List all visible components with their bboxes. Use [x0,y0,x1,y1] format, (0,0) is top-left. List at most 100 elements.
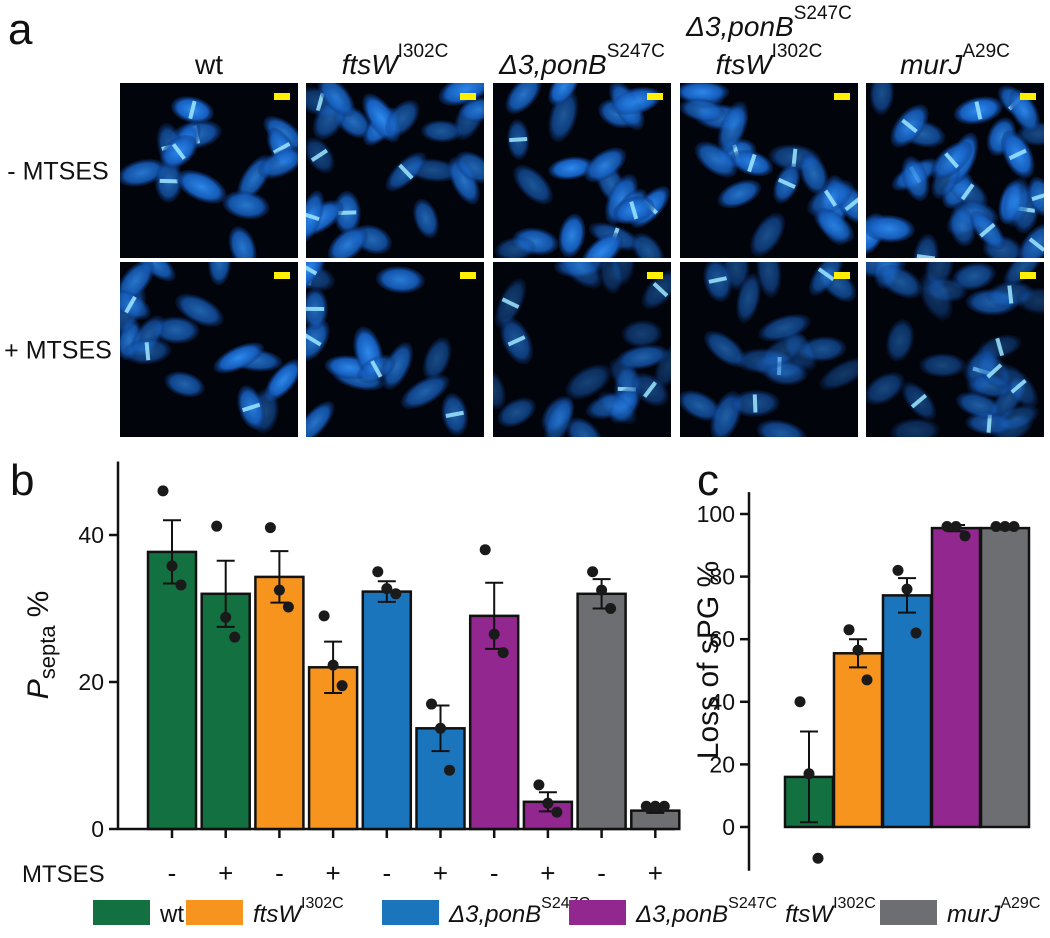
data-point [596,584,608,596]
data-point [497,647,509,659]
column-header: Δ3,ponBS247C [498,41,665,80]
y-tick-label: 60 [709,626,735,652]
cell [694,141,738,178]
label-subscript: septa [35,625,60,680]
septum [974,101,983,120]
cell [176,169,227,204]
bar [979,526,1031,829]
septum [817,267,835,282]
cell [680,83,730,104]
column-header: Δ3,ponBS247C [685,3,852,42]
cell [400,374,450,410]
cell [306,401,335,437]
bar [254,575,305,831]
septum [910,393,928,409]
septum [986,363,1003,379]
cell [750,212,786,257]
row-label: - MTSES [7,158,108,186]
bar [576,592,627,831]
scale-bar [647,93,663,100]
cell [513,164,553,205]
data-point [803,768,815,780]
y-tick-label: 40 [709,689,735,715]
micrograph [306,83,484,258]
cells [120,262,298,434]
data-point [175,579,187,591]
septum [916,254,936,258]
cell [819,357,858,391]
cells [494,83,670,258]
micrograph [866,262,1044,437]
label-base: ftsW [342,49,401,80]
x-tick-label: - [275,858,284,888]
cell [583,147,627,183]
x-axis-label: MTSES [22,861,105,888]
cells [493,262,671,437]
label-base: Δ3,ponB [635,901,728,928]
septum [306,211,320,222]
septum [642,381,658,398]
cell [544,396,575,437]
cell [222,191,270,220]
label-base: ftsW [716,49,775,80]
column-header: wt [194,49,223,80]
label-base: ftsW [785,901,835,928]
data-point [381,583,393,595]
cell [581,232,624,258]
data-point [426,698,437,710]
scale-bar [834,272,850,279]
cell [949,206,976,247]
data-point [533,779,545,791]
data-point [220,611,232,623]
cell [493,370,506,410]
septum [1031,191,1044,202]
cell [866,214,915,243]
scale-bar [834,93,850,100]
label-superscript: S247C [728,895,777,912]
y-axis-label: Psepta% [22,591,60,700]
y-tick-label: 0 [91,816,104,842]
y-axis-label: Loss of sPG % [692,561,725,759]
data-point [649,800,661,812]
bar [146,550,198,831]
cell [257,147,298,179]
cell [877,264,923,299]
data-point [794,696,806,708]
data-point [999,521,1011,533]
data-point [318,610,330,622]
cell [736,272,761,324]
scale-bar [1020,272,1036,279]
septum [1028,237,1044,252]
data-point [166,560,178,572]
cells [680,83,858,257]
label-superscript: I302C [398,41,449,62]
cell [1016,287,1044,314]
cell [952,262,996,291]
data-point [640,800,652,812]
septum [509,137,528,143]
cell [890,418,940,437]
septum [310,148,329,162]
data-point [861,674,873,686]
label-superscript: A29C [1000,895,1040,912]
y-tick-label: 20 [709,751,735,777]
cell [327,226,368,258]
data-point [843,624,855,636]
data-point [812,852,824,864]
cell [756,262,782,298]
cell [448,157,480,205]
label-suffix: % [22,591,55,618]
y-tick-label: 80 [709,564,735,590]
data-point [273,584,285,596]
data-point [444,764,455,776]
scale-bar [274,93,290,100]
data-point [901,583,913,595]
x-tick-label: + [218,858,233,888]
data-point [264,522,276,534]
data-point [282,601,294,613]
y-tick-label: 20 [78,669,104,695]
cell [631,232,664,258]
cell [317,83,355,117]
column-header: ftsWI302C [716,41,823,80]
cells [866,83,1044,258]
